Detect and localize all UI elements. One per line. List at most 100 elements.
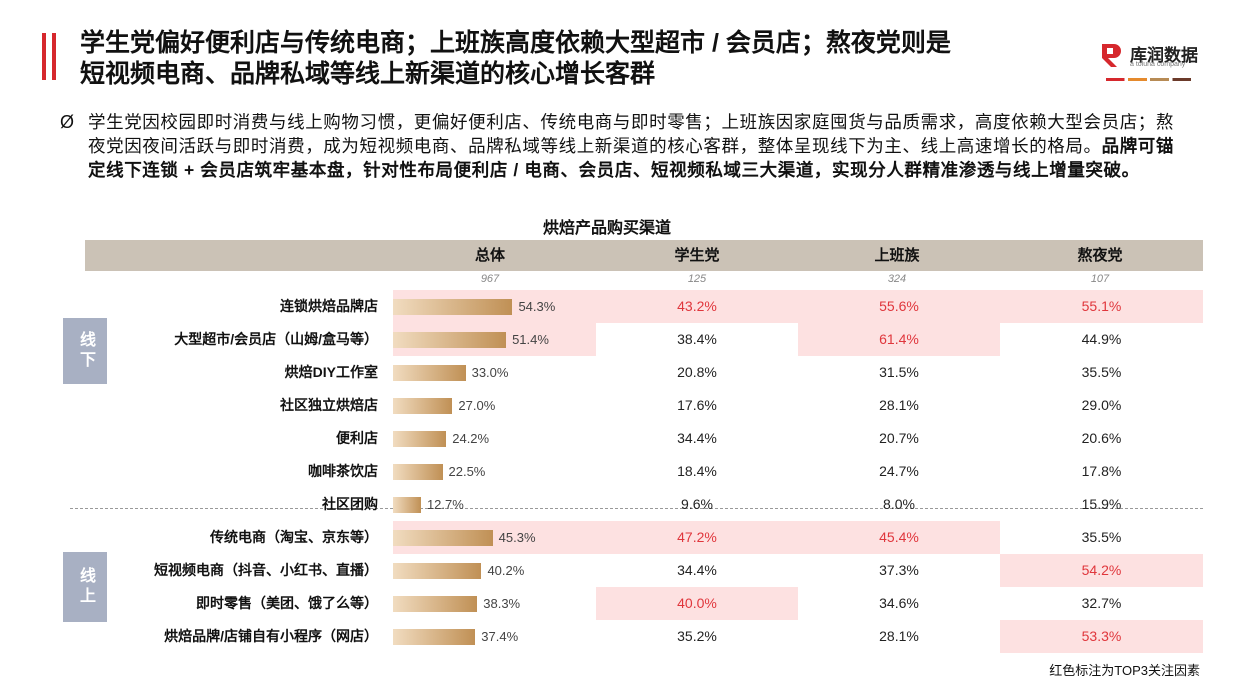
note: 红色标注为TOP3关注因素: [1049, 663, 1200, 678]
value-cell: 20.7%: [879, 430, 919, 446]
highlight: [798, 290, 1000, 323]
bar-label: 54.3%: [518, 299, 556, 314]
highlight: [798, 521, 1000, 554]
highlight: [596, 521, 798, 554]
bar-label: 38.3%: [483, 596, 521, 611]
table-title: 烘焙产品购买渠道: [542, 220, 671, 237]
row-label: 烘焙品牌/店铺自有小程序（网店）: [164, 628, 378, 644]
logo-dashes: [1106, 78, 1191, 81]
highlight: [1000, 554, 1203, 587]
value-cell: 35.2%: [677, 628, 717, 644]
bar-label: 37.4%: [481, 629, 519, 644]
separator: [70, 508, 1203, 509]
bar-label: 24.2%: [452, 431, 490, 446]
value-cell: 35.5%: [1081, 529, 1122, 545]
value-cell: 40.0%: [677, 595, 717, 611]
column-header: 学生党: [674, 247, 720, 264]
value-cell: 20.8%: [677, 364, 717, 380]
value-cell: 61.4%: [879, 331, 919, 347]
value-cell: 47.2%: [677, 529, 717, 545]
value-cell: 32.7%: [1081, 595, 1122, 611]
title: 学生党偏好便利店与传统电商；上班族高度依赖大型超市 / 会员店；熬夜党则是 短视…: [80, 28, 951, 90]
logo-text: 库润数据: [1130, 46, 1198, 65]
row-label: 社区独立烘焙店: [280, 397, 378, 413]
bar-label: 22.5%: [448, 464, 486, 479]
value-cell: 20.6%: [1081, 430, 1122, 446]
bar-label: 51.4%: [512, 332, 549, 347]
value-cell: 31.5%: [879, 364, 919, 380]
highlight: [596, 587, 798, 620]
bar: [393, 497, 421, 513]
group-label: 线下: [63, 318, 107, 384]
value-cell: 38.4%: [677, 331, 717, 347]
row-label: 传统电商（淘宝、京东等）: [210, 529, 378, 545]
value-cell: 18.4%: [677, 463, 717, 479]
accent-bar: [42, 33, 46, 80]
value-cell: 45.4%: [879, 529, 919, 545]
value-cell: 34.4%: [677, 562, 717, 578]
logo-sub: a toluna company: [1130, 61, 1186, 68]
column-header: 上班族: [874, 247, 920, 264]
value-cell: 24.7%: [879, 463, 919, 479]
value-cell: 37.3%: [879, 562, 919, 578]
sample-size: 967: [480, 273, 500, 285]
value-cell: 9.6%: [681, 496, 713, 512]
bar-label: 40.2%: [487, 563, 525, 578]
bar-label: 12.7%: [426, 497, 464, 512]
bar: [393, 530, 493, 546]
row-label: 连锁烘焙品牌店: [280, 298, 378, 314]
row-label: 咖啡茶饮店: [308, 463, 378, 479]
value-cell: 17.6%: [677, 397, 717, 413]
bullet-marker: Ø: [60, 112, 75, 132]
column-header: 总体: [474, 247, 505, 264]
bar: [393, 398, 453, 414]
title-line: 短视频电商、品牌私域等线上新渠道的核心增长客群: [80, 60, 656, 88]
sample-size: 324: [887, 273, 907, 285]
value-cell: 15.9%: [1081, 496, 1122, 512]
row-label: 便利店: [336, 430, 378, 446]
value-cell: 35.5%: [1081, 364, 1122, 380]
bullet-body: 学生党因校园即时消费与线上购物习惯，更偏好便利店、传统电商与即时零售；上班族因家…: [88, 112, 1174, 156]
value-cell: 34.4%: [677, 430, 717, 446]
highlight: [1000, 290, 1203, 323]
value-cell: 44.9%: [1081, 331, 1122, 347]
bar: [393, 299, 513, 315]
logo-mark: [1101, 44, 1121, 67]
bar: [393, 332, 507, 348]
value-cell: 53.3%: [1081, 628, 1122, 644]
value-cell: 29.0%: [1081, 397, 1122, 413]
value-cell: 43.2%: [677, 298, 717, 314]
bar: [393, 596, 478, 612]
title-line: 学生党偏好便利店与传统电商；上班族高度依赖大型超市 / 会员店；熬夜党则是: [80, 29, 951, 57]
row-label: 社区团购: [322, 496, 378, 512]
value-cell: 34.6%: [879, 595, 919, 611]
header-band: [85, 240, 1203, 271]
bullet-bold: 品牌可锚定线下连锁 + 会员店筑牢基本盘，针对性布局便利店 / 电商、会员店、短…: [88, 136, 1175, 180]
sample-size: 125: [687, 273, 707, 285]
sample-size: 107: [1090, 273, 1110, 285]
bar: [393, 464, 443, 480]
value-cell: 17.8%: [1081, 463, 1122, 479]
highlight: [798, 323, 1000, 356]
logo-icon: [1098, 42, 1126, 68]
value-cell: 28.1%: [879, 397, 919, 413]
highlight: [1000, 620, 1203, 653]
bar: [393, 431, 447, 447]
bar: [393, 365, 466, 381]
bar: [393, 563, 482, 579]
value-cell: 8.0%: [883, 496, 915, 512]
bar-label: 27.0%: [458, 398, 496, 413]
value-cell: 55.1%: [1081, 298, 1122, 314]
bullet-text: 学生党因校园即时消费与线上购物习惯，更偏好便利店、传统电商与即时零售；上班族因家…: [88, 110, 1188, 182]
value-cell: 28.1%: [879, 628, 919, 644]
highlight: [596, 290, 798, 323]
value-cell: 54.2%: [1081, 562, 1122, 578]
row-label: 烘焙DIY工作室: [284, 364, 378, 380]
bar-label: 33.0%: [471, 365, 509, 380]
row-label: 大型超市/会员店（山姆/盒马等）: [174, 331, 378, 347]
column-header: 熬夜党: [1077, 247, 1123, 264]
row-label: 短视频电商（抖音、小红书、直播）: [154, 562, 378, 578]
bar: [393, 629, 476, 645]
group-label: 线上: [63, 552, 107, 622]
